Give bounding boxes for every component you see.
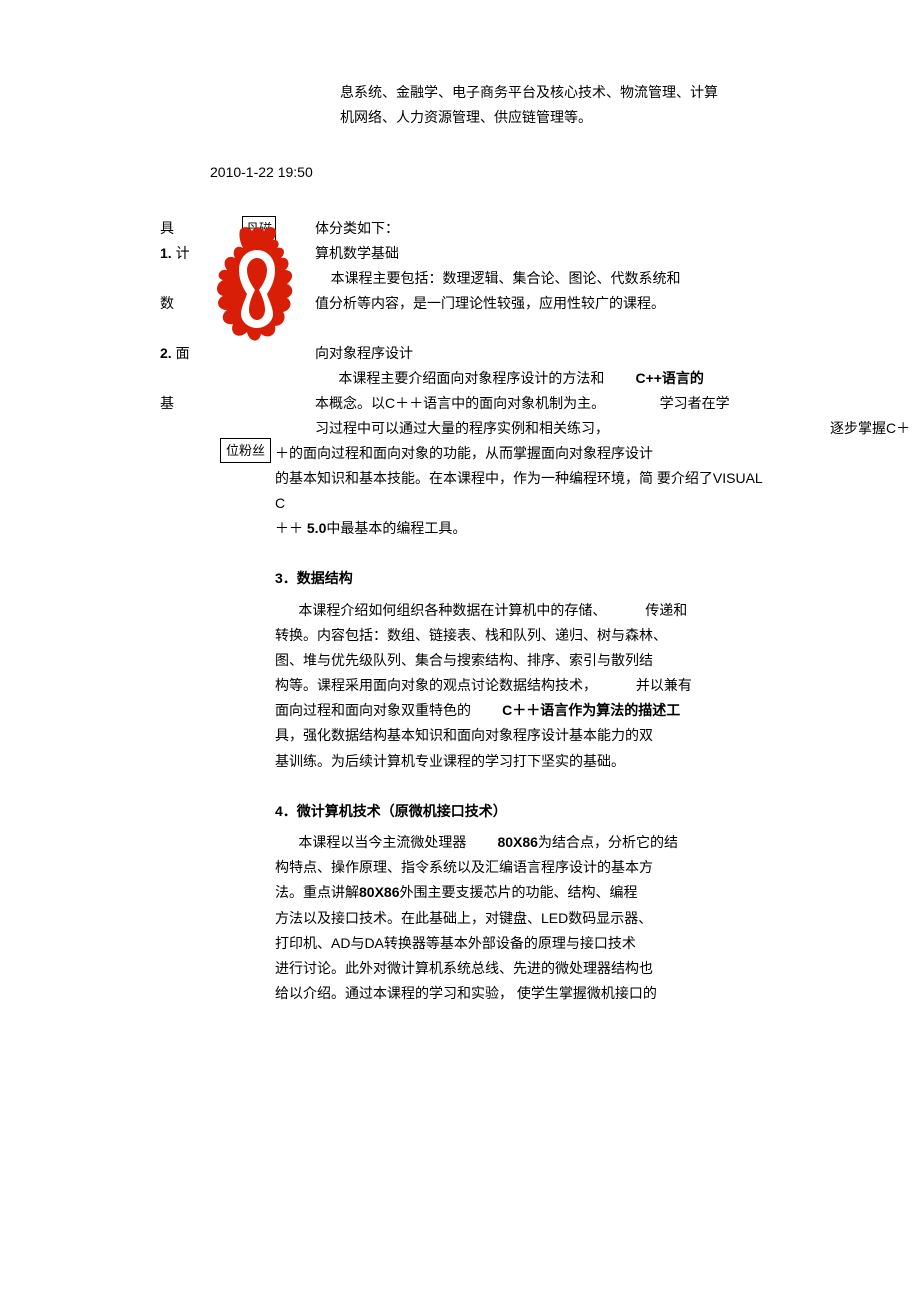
s4-l5: 打印机、AD与DA转换器等基本外部设备的原理与接口技术 <box>275 931 770 956</box>
s2-l6a: ＋＋ <box>275 520 303 536</box>
timestamp: 2010-1-22 19:50 <box>210 160 770 185</box>
s3-l3: 图、堆与优先级队列、集合与搜索结构、排序、索引与散列结 <box>275 648 770 673</box>
s4-l3c: 外围主要支援芯片的功能、结构、编程 <box>399 884 637 900</box>
s4-title: 4．微计算机技术（原微机接口技术） <box>275 799 770 824</box>
s2-l6b: 5.0 <box>307 520 326 536</box>
s4-l1: 本课程以当今主流微处理器 80X86为结合点，分析它的结 <box>275 830 770 855</box>
s2-l1a: 本课程主要介绍面向对象程序设计的方法和 <box>338 370 604 386</box>
s2-title: 2. 面向对象程序设计 <box>160 341 770 366</box>
s2-l2-text: 本概念。以C＋＋语言中的面向对象机制为主。 学习者在学 <box>315 391 730 416</box>
s3-l5: 面向过程和面向对象双重特色的 C＋＋语言作为算法的描述工 <box>275 698 770 723</box>
char-ju: 具 <box>160 216 315 241</box>
s3-l5b: C＋＋语言作为算法的描述工 <box>502 702 680 718</box>
s2-l3b: 逐步掌握C＋ <box>830 416 910 441</box>
s2-title-right: 向对象程序设计 <box>315 341 413 366</box>
s4-l2: 构特点、操作原理、指令系统以及汇编语言程序设计的基本方 <box>275 855 770 880</box>
s2-l1b: C++语言的 <box>635 370 703 386</box>
s2-l5: 的基本知识和基本技能。在本课程中，作为一种编程环境，简 要介绍了VISUAL C <box>275 466 770 516</box>
s1-num: 1. <box>160 245 172 261</box>
s2-l2: 基本概念。以C＋＋语言中的面向对象机制为主。 学习者在学 <box>160 391 770 416</box>
s4-l1b: 80X86 <box>497 834 537 850</box>
s1-title-right: 算机数学基础 <box>315 241 399 266</box>
line-ju: 具体分类如下： <box>160 216 770 241</box>
s2-l4: ＋的面向过程和面向对象的功能，从而掌握面向对象程序设计 <box>275 441 770 466</box>
s2-l2a: 本概念。以C＋＋语言中的面向对象机制为主。 <box>315 395 605 411</box>
s3-l4: 构等。课程采用面向对象的观点讨论数据结构技术， 并以兼有 <box>275 673 770 698</box>
s4-title-text: 4．微计算机技术（原微机接口技术） <box>275 803 507 819</box>
s3-l5a: 面向过程和面向对象双重特色的 <box>275 702 471 718</box>
s1-left: 1. 计 <box>160 241 315 266</box>
s3-l7: 基训练。为后续计算机专业课程的学习打下坚实的基础。 <box>275 749 770 774</box>
s2-left: 2. 面 <box>160 341 315 366</box>
s2-l1: 本课程主要介绍面向对象程序设计的方法和 C++语言的 <box>160 366 770 391</box>
s4-l3: 法。重点讲解80X86外围主要支援芯片的功能、结构、编程 <box>275 880 770 905</box>
s2-l3: 习过程中可以通过大量的程序实例和相关练习， 逐步掌握C＋ <box>160 416 770 441</box>
s3-l6: 具，强化数据结构基本知识和面向对象程序设计基本能力的双 <box>275 723 770 748</box>
line-s1-title: 1. 计算机数学基础 <box>160 241 770 266</box>
s4-l3a: 法。重点讲解 <box>275 884 359 900</box>
top-line-1: 息系统、金融学、电子商务平台及核心技术、物流管理、计算 <box>340 80 770 105</box>
spacer-1 <box>160 316 770 341</box>
s2-char: 面 <box>176 345 190 361</box>
s3-l1a: 本课程介绍如何组织各种数据在计算机中的存储、 <box>298 602 606 618</box>
top-paragraph: 息系统、金融学、电子商务平台及核心技术、物流管理、计算 机网络、人力资源管理、供… <box>340 80 770 130</box>
s3-l1b: 传递和 <box>645 602 687 618</box>
text-fenlei: 体分类如下： <box>315 216 399 241</box>
s3-l4a: 构等。课程采用面向对象的观点讨论数据结构技术， <box>275 677 597 693</box>
s2-l6: ＋＋ 5.0中最基本的编程工具。 <box>275 516 770 541</box>
s3-title: 3．数据结构 <box>275 566 770 591</box>
char-ji: 基 <box>160 391 315 416</box>
s2-l6c: 中最基本的编程工具。 <box>326 520 466 536</box>
avatar-section: 丹磁 位粉丝 具体分类如下： 1. 计算机数学基础 本课程主要包括：数理逻辑、集… <box>160 216 770 542</box>
top-line-2: 机网络、人力资源管理、供应链管理等。 <box>340 105 770 130</box>
s1-l2: 数值分析等内容，是一门理论性较强，应用性较广的课程。 <box>160 291 770 316</box>
s1-l1: 本课程主要包括：数理逻辑、集合论、图论、代数系统和 <box>160 266 770 291</box>
s4-l1c: 为结合点，分析它的结 <box>538 834 678 850</box>
s3-l4b: 并以兼有 <box>636 677 692 693</box>
s3-l1: 本课程介绍如何组织各种数据在计算机中的存储、 传递和 <box>275 598 770 623</box>
char-shu: 数 <box>160 291 315 316</box>
s1-l1-inner: 本课程主要包括：数理逻辑、集合论、图论、代数系统和 <box>331 270 681 286</box>
s1-l1-text: 本课程主要包括：数理逻辑、集合论、图论、代数系统和 <box>315 266 681 291</box>
s4-l7: 给以介绍。通过本课程的学习和实验， 使学生掌握微机接口的 <box>275 981 770 1006</box>
s3-title-text: 3．数据结构 <box>275 570 353 586</box>
s3-l2: 转换。内容包括：数组、链接表、栈和队列、递归、树与森林、 <box>275 623 770 648</box>
s1-char: 计 <box>176 245 190 261</box>
s4-l1a: 本课程以当今主流微处理器 <box>298 834 466 850</box>
s2-l1-text: 本课程主要介绍面向对象程序设计的方法和 C++语言的 <box>315 366 704 391</box>
document-page: 息系统、金融学、电子商务平台及核心技术、物流管理、计算 机网络、人力资源管理、供… <box>0 80 920 1006</box>
s4-l3b: 80X86 <box>359 884 399 900</box>
s1-l2-text: 值分析等内容，是一门理论性较强，应用性较广的课程。 <box>315 291 665 316</box>
badge-fensi: 位粉丝 <box>220 438 271 463</box>
s4-l6: 进行讨论。此外对微计算机系统总线、先进的微处理器结构也 <box>275 956 770 981</box>
s2-l2b: 学习者在学 <box>660 395 730 411</box>
s4-l4: 方法以及接口技术。在此基础上，对键盘、LED数码显示器、 <box>275 906 770 931</box>
s2-num: 2. <box>160 345 172 361</box>
s2-l3a: 习过程中可以通过大量的程序实例和相关练习， <box>315 416 609 441</box>
